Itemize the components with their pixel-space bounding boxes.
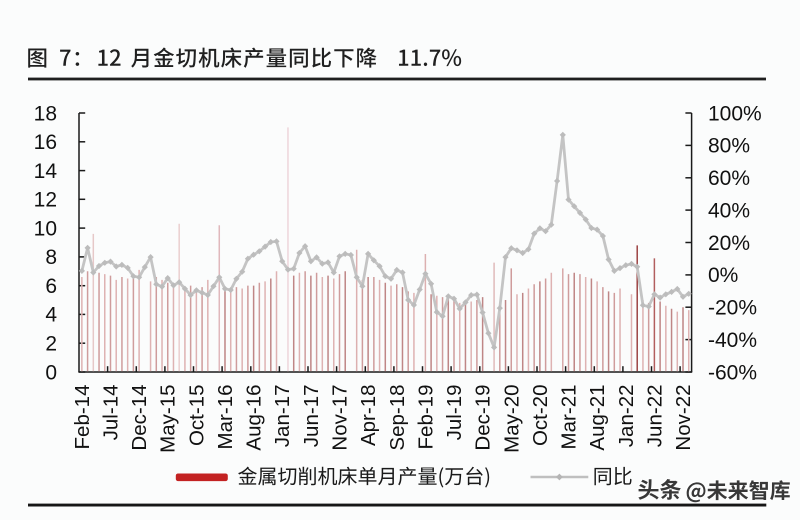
svg-text:Oct-20: Oct-20 [529,385,552,447]
svg-text:Mar-21: Mar-21 [558,385,581,450]
svg-text:-40%: -40% [708,329,757,352]
svg-text:Oct-15: Oct-15 [185,385,208,447]
svg-text:Feb-19: Feb-19 [414,385,437,450]
svg-text:Jan-17: Jan-17 [271,385,294,448]
svg-text:6: 6 [45,275,57,298]
svg-text:Aug-21: Aug-21 [586,385,609,451]
svg-text:60%: 60% [708,167,750,190]
svg-text:16: 16 [34,131,57,154]
svg-text:Jan-22: Jan-22 [615,385,638,448]
svg-text:Mar-16: Mar-16 [214,385,237,450]
svg-text:Jun-17: Jun-17 [300,385,323,448]
svg-text:10: 10 [34,217,57,240]
svg-text:8: 8 [45,246,57,269]
svg-text:Jun-22: Jun-22 [643,385,666,448]
svg-text:20%: 20% [708,232,750,255]
svg-text:Sep-18: Sep-18 [386,385,409,451]
svg-text:40%: 40% [708,199,750,222]
svg-text:0%: 0% [708,264,738,287]
svg-text:14: 14 [34,160,58,183]
svg-text:May-15: May-15 [157,385,180,453]
svg-text:80%: 80% [708,135,750,158]
svg-text:4: 4 [45,304,57,327]
svg-text:0: 0 [45,361,57,384]
svg-text:Jul-14: Jul-14 [100,385,123,441]
svg-text:Nov-22: Nov-22 [672,385,695,451]
svg-text:Jul-19: Jul-19 [443,385,466,441]
svg-text:18: 18 [34,102,57,125]
svg-text:Dec-19: Dec-19 [472,385,495,451]
svg-text:Feb-14: Feb-14 [71,385,94,450]
svg-text:-20%: -20% [708,297,757,320]
svg-text:-60%: -60% [708,361,757,384]
svg-text:Nov-17: Nov-17 [329,385,352,451]
svg-text:May-20: May-20 [500,385,523,453]
svg-text:Apr-18: Apr-18 [357,385,380,447]
svg-text:100%: 100% [708,102,762,125]
svg-text:Aug-16: Aug-16 [243,385,266,451]
svg-text:12: 12 [34,189,57,212]
svg-text:Dec-14: Dec-14 [128,385,151,451]
svg-text:2: 2 [45,333,57,356]
